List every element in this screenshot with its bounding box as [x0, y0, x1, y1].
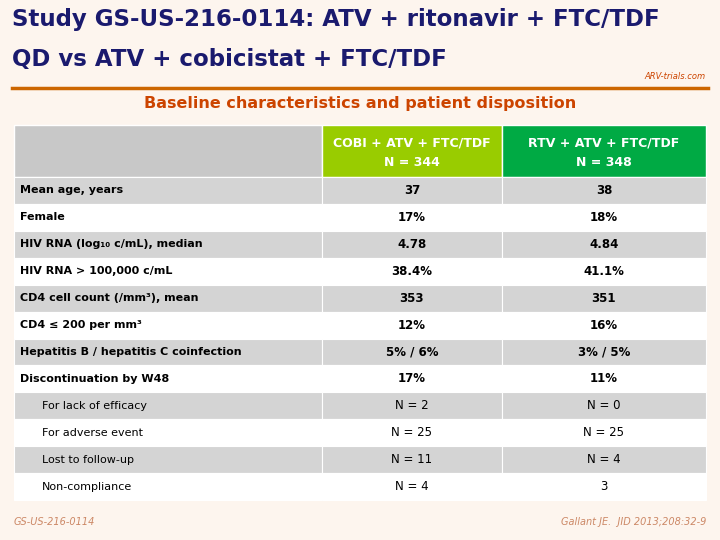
Text: For lack of efficacy: For lack of efficacy	[42, 401, 147, 411]
Bar	[322, 231, 502, 258]
Text: N = 11: N = 11	[392, 453, 433, 466]
Bar	[502, 204, 706, 231]
Bar	[14, 312, 322, 339]
Text: CD4 ≤ 200 per mm³: CD4 ≤ 200 per mm³	[20, 320, 142, 330]
Bar	[322, 339, 502, 366]
Text: 5% / 6%: 5% / 6%	[386, 346, 438, 359]
Bar	[14, 446, 322, 473]
Text: 4.78: 4.78	[397, 238, 426, 251]
Text: 38.4%: 38.4%	[392, 265, 433, 278]
Bar	[322, 366, 502, 393]
Text: QD vs ATV + cobicistat + FTC/TDF: QD vs ATV + cobicistat + FTC/TDF	[12, 48, 446, 71]
Text: 353: 353	[400, 292, 424, 305]
Text: Lost to follow-up: Lost to follow-up	[42, 455, 134, 464]
Text: Baseline characteristics and patient disposition: Baseline characteristics and patient dis…	[144, 96, 576, 111]
Text: GS-US-216-0114: GS-US-216-0114	[14, 517, 95, 527]
Bar	[502, 177, 706, 204]
Text: HIV RNA > 100,000 c/mL: HIV RNA > 100,000 c/mL	[20, 266, 172, 276]
Text: 37: 37	[404, 184, 420, 197]
Text: Discontinuation by W48: Discontinuation by W48	[20, 374, 169, 384]
Bar	[502, 419, 706, 446]
Text: 17%: 17%	[398, 211, 426, 224]
Text: For adverse event: For adverse event	[42, 428, 143, 438]
Bar	[502, 312, 706, 339]
Bar	[322, 285, 502, 312]
Bar	[322, 419, 502, 446]
Text: Non-compliance: Non-compliance	[42, 482, 132, 491]
Text: N = 0: N = 0	[588, 399, 621, 413]
Text: RTV + ATV + FTC/TDF: RTV + ATV + FTC/TDF	[528, 137, 680, 150]
Bar	[502, 339, 706, 366]
Text: 3: 3	[600, 480, 608, 493]
Bar	[322, 125, 502, 177]
Bar	[502, 285, 706, 312]
Bar	[322, 446, 502, 473]
Text: 11%: 11%	[590, 373, 618, 386]
Bar	[14, 339, 322, 366]
Text: COBI + ATV + FTC/TDF: COBI + ATV + FTC/TDF	[333, 137, 491, 150]
Bar	[502, 366, 706, 393]
Bar	[502, 446, 706, 473]
Bar	[14, 393, 322, 419]
Bar	[14, 125, 322, 177]
Text: CD4 cell count (/mm³), mean: CD4 cell count (/mm³), mean	[20, 293, 199, 303]
Text: N = 344: N = 344	[384, 156, 440, 169]
Text: 41.1%: 41.1%	[583, 265, 624, 278]
Bar	[322, 177, 502, 204]
Bar	[322, 393, 502, 419]
Bar	[322, 312, 502, 339]
Text: N = 25: N = 25	[583, 426, 624, 439]
Bar	[322, 204, 502, 231]
Bar	[14, 473, 322, 500]
Text: Hepatitis B / hepatitis C coinfection: Hepatitis B / hepatitis C coinfection	[20, 347, 242, 357]
Text: ARV-trials.com: ARV-trials.com	[645, 72, 706, 81]
Bar	[14, 285, 322, 312]
Text: N = 25: N = 25	[392, 426, 433, 439]
Text: 16%: 16%	[590, 319, 618, 332]
Text: Mean age, years: Mean age, years	[20, 185, 123, 195]
Bar	[14, 231, 322, 258]
Bar	[14, 177, 322, 204]
Bar	[322, 258, 502, 285]
Text: N = 4: N = 4	[395, 480, 428, 493]
Text: N = 348: N = 348	[576, 156, 632, 169]
Text: Female: Female	[20, 212, 65, 222]
Text: Gallant JE.  JID 2013;208:32-9: Gallant JE. JID 2013;208:32-9	[561, 517, 706, 527]
Text: 38: 38	[595, 184, 612, 197]
Bar	[322, 473, 502, 500]
Text: N = 4: N = 4	[587, 453, 621, 466]
Bar	[14, 258, 322, 285]
Bar	[502, 393, 706, 419]
Text: 3% / 5%: 3% / 5%	[577, 346, 630, 359]
Text: Study GS-US-216-0114: ATV + ritonavir + FTC/TDF: Study GS-US-216-0114: ATV + ritonavir + …	[12, 8, 660, 31]
Bar	[14, 366, 322, 393]
Bar	[14, 419, 322, 446]
Bar	[502, 125, 706, 177]
Bar	[502, 231, 706, 258]
Bar	[502, 473, 706, 500]
Text: N = 2: N = 2	[395, 399, 428, 413]
Bar	[14, 204, 322, 231]
Text: 18%: 18%	[590, 211, 618, 224]
Bar	[502, 258, 706, 285]
Text: 351: 351	[592, 292, 616, 305]
Text: 17%: 17%	[398, 373, 426, 386]
Text: 12%: 12%	[398, 319, 426, 332]
Text: HIV RNA (log₁₀ c/mL), median: HIV RNA (log₁₀ c/mL), median	[20, 239, 202, 249]
Text: 4.84: 4.84	[589, 238, 618, 251]
